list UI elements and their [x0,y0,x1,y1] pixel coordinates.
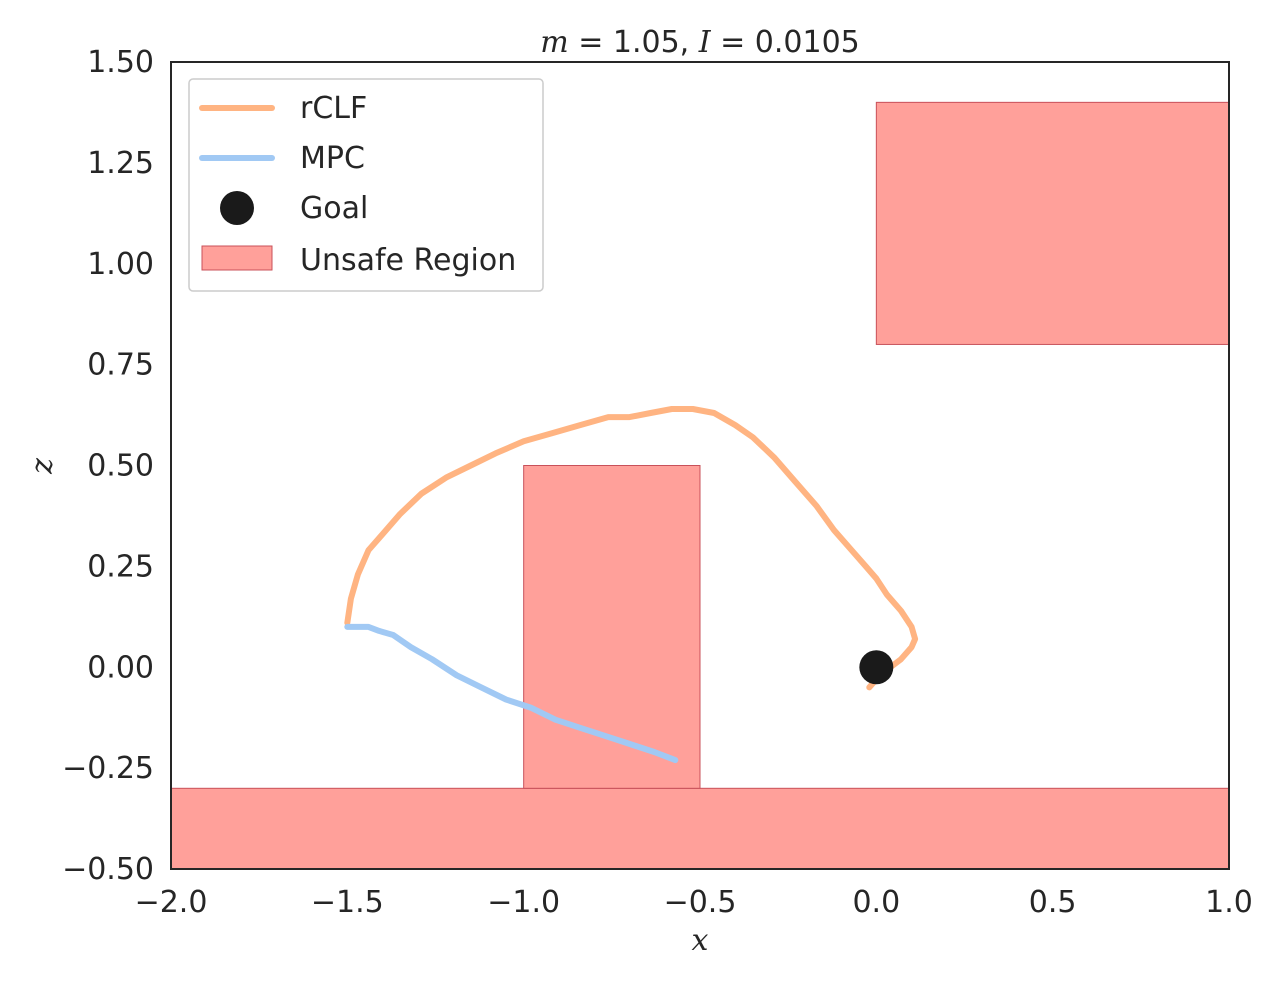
y-tick-labels: −0.50 −0.25 0.00 0.25 0.50 0.75 1.00 1.25 1.50 [62,45,154,887]
series-line-mpc [344,623,679,764]
x-tick-label: 0.5 [1029,885,1077,920]
y-axis-label: z [25,458,60,475]
x-tick-label: 0.0 [852,885,900,920]
y-tick-label: 0.00 [87,650,154,685]
x-tick-label: −1.0 [487,885,560,920]
y-tick-label: −0.50 [62,852,154,887]
goal-marker [859,650,894,685]
series-line-rclf [344,406,919,691]
legend-label-mpc: MPC [300,141,365,176]
unsafe-region-1 [523,465,701,789]
y-tick-label: 0.50 [87,449,154,484]
x-tick-label: −0.5 [664,885,737,920]
x-axis-label: x [692,923,709,958]
legend-label-rclf: rCLF [300,91,367,126]
legend-frame [188,78,544,292]
y-tick-label: −0.25 [62,751,154,786]
legend-label-goal: Goal [300,191,368,226]
legend-label-unsafe-region: Unsafe Region [300,243,516,278]
y-tick-label: 1.25 [87,146,154,181]
unsafe-regions [170,101,1230,870]
x-tick-label: −1.5 [311,885,384,920]
x-tick-label: 1.0 [1205,885,1253,920]
x-tick-label: −2.0 [135,885,208,920]
x-tick-labels: −2.0 −1.5 −1.0 −0.5 0.0 0.5 1.0 [135,885,1253,920]
legend-handle-goal [220,191,254,225]
trajectories [344,406,919,764]
legend-handle-unsafe-region [201,245,273,271]
chart-title: m = 1.05, I = 0.0105 [540,25,860,60]
y-tick-label: 1.50 [87,45,154,80]
goal-layer [859,650,894,685]
plot-frame [170,61,1230,870]
unsafe-region-2 [875,101,1230,345]
y-tick-label: 1.00 [87,247,154,282]
y-tick-label: 0.25 [87,549,154,584]
unsafe-region-0 [170,787,1230,870]
legend: rCLF MPC Goal Unsafe Region [188,78,544,292]
y-tick-label: 0.75 [87,348,154,383]
